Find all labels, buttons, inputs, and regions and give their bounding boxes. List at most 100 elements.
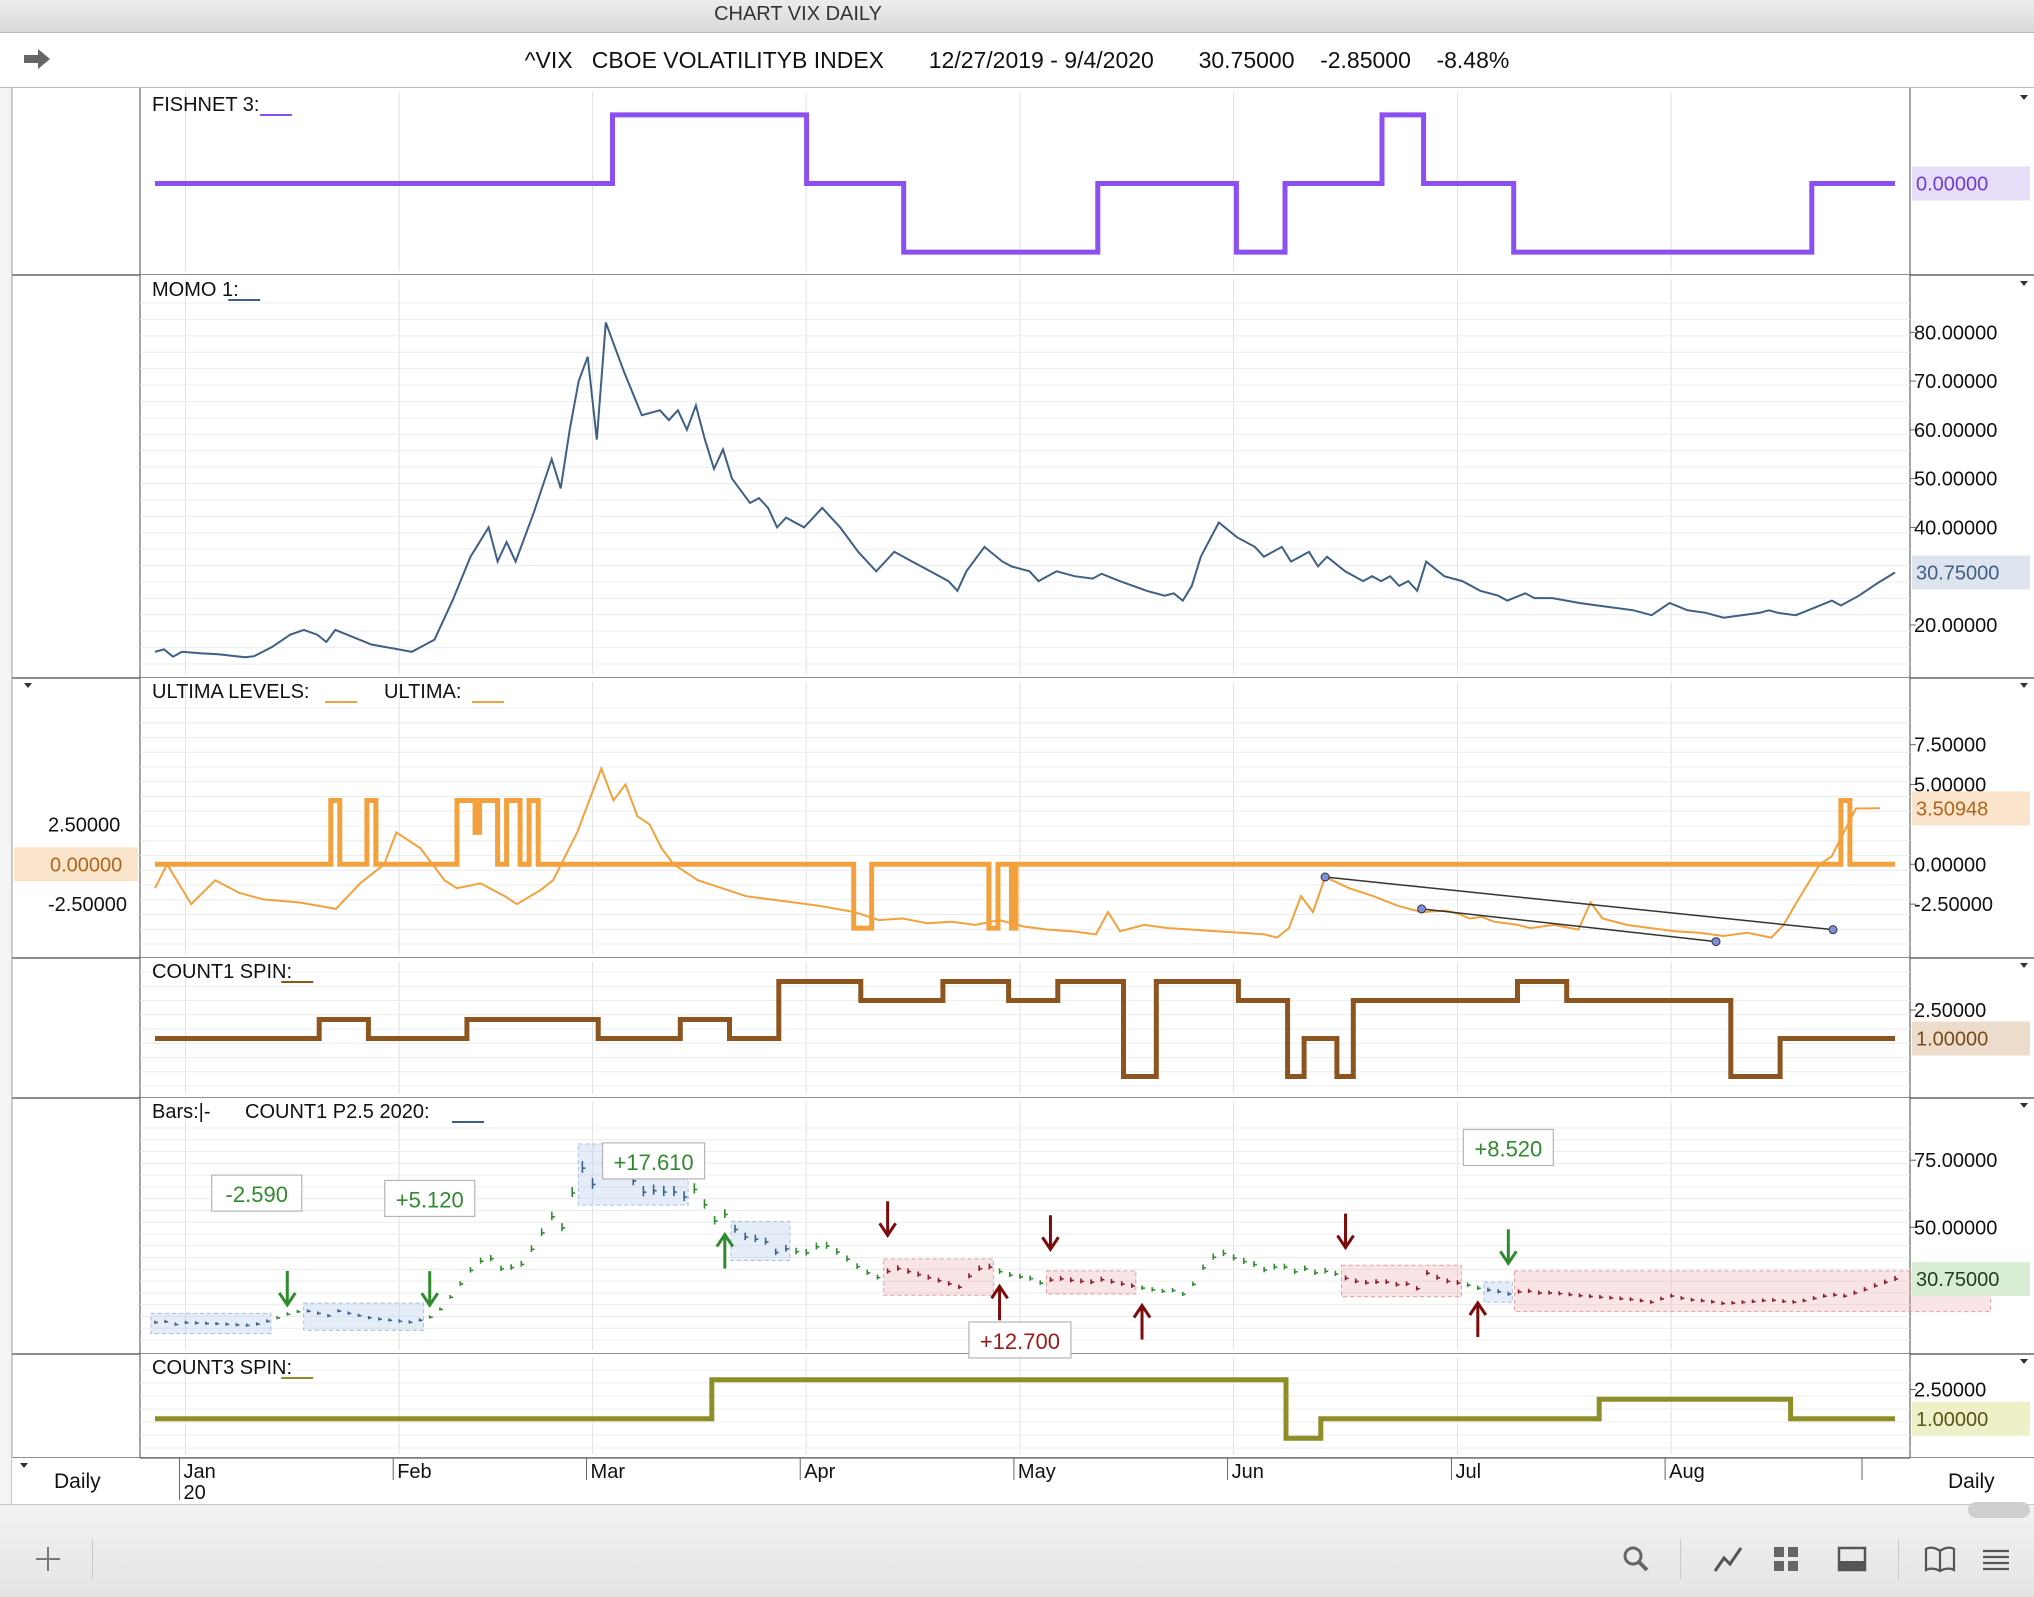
symbol-name: CBOE VOLATILITYB INDEX [591,47,884,73]
x-tick-label-jul: Jul [1455,1461,1481,1483]
timeframe-left: Daily [54,1470,101,1493]
momo-last-value-box [1912,555,2030,590]
annotation-box [601,1142,706,1180]
annotation-label: -2.590 [226,1182,288,1207]
chart-style-button[interactable] [1710,1541,1746,1577]
chart-area[interactable]: FISHNET 3: 0.00000 MOMO 1: 80.00000 70.00000… [0,88,2034,1504]
horizontal-scrollbar[interactable] [1968,1502,2030,1518]
titlebar-fill [1596,0,2034,33]
dropdown-caret-icon[interactable] [2020,1359,2028,1364]
bars-y-tick-label: 50.00000 [1914,1217,1997,1239]
dropdown-caret-icon[interactable] [2020,963,2028,968]
down-arrow-icon [1499,1229,1518,1267]
ultima-y-tick-label: -2.50000 [1914,894,1993,916]
add-button[interactable] [30,1541,66,1577]
down-arrow-icon [1041,1215,1060,1252]
toolbar-separator [1898,1539,1899,1579]
annotation-box [1462,1128,1554,1167]
momo-title: MOMO 1: [152,279,239,301]
arrow-head [1041,1236,1060,1252]
arrow-head [1336,1234,1355,1251]
up-arrow-icon [1132,1302,1152,1340]
last-price: 30.75000 [1198,47,1295,73]
count3-spin-y-tick-label: 2.50000 [1914,1380,1986,1402]
panel-icon [1837,1546,1867,1572]
ultima-y-tick-label: 7.50000 [1914,735,1986,757]
trend-line-handle [1828,925,1838,935]
count3-spin-last-value: 1.00000 [1916,1409,1988,1431]
down-arrow-icon [420,1271,439,1308]
book-button[interactable] [1922,1541,1958,1577]
panel-background [140,678,1910,958]
forward-arrow-icon[interactable] [22,47,52,71]
x-tick-label-may: May [1018,1461,1056,1483]
horizontal-grid [140,302,1910,665]
grid-icon [1774,1547,1798,1571]
dropdown-caret-icon[interactable] [24,683,32,688]
x-tick-label-aug: Aug [1669,1461,1705,1483]
chart-header: ^VIX CBOE VOLATILITYB INDEX 12/27/2019 -… [0,33,2034,88]
count3-spin-last-value-box [1912,1401,2030,1436]
trend-line-handle [1320,872,1330,882]
arrow-head [715,1231,735,1248]
symbol-info: ^VIX CBOE VOLATILITYB INDEX 12/27/2019 -… [0,47,2034,74]
signal-region [883,1258,994,1296]
ultima-title: ULTIMA: [384,681,461,703]
dropdown-caret-icon[interactable] [2020,683,2028,688]
bottom-toolbar [0,1504,2034,1597]
annotation-label: +12.700 [980,1329,1060,1354]
vertical-grid [185,1102,1672,1350]
vertical-grid [185,279,1672,674]
ultima-left-value: 0.00000 [50,854,122,876]
count1-spin-line [155,979,1895,1079]
annotation-label: +8.520 [1474,1136,1542,1161]
bars-y-tick-label: 75.00000 [1914,1150,1997,1172]
down-arrow-icon [278,1270,297,1308]
panel-layout-button[interactable] [1834,1541,1870,1577]
fishnet-title: FISHNET 3: [152,94,259,116]
down-arrow-icon [878,1201,897,1239]
menu-button[interactable] [1978,1541,2014,1577]
x-tick-label-apr: Apr [804,1461,835,1483]
dropdown-caret-icon[interactable] [2020,1103,2028,1108]
annotation-box [211,1174,303,1212]
timeframe-right: Daily [1948,1470,1995,1493]
x-tick-label-feb: Feb [397,1461,431,1483]
signal-region [1514,1270,1992,1313]
fishnet-last-value-box [1912,166,2030,201]
momo-y-tick-label: 60.00000 [1914,420,1997,442]
price-change: -2.85000 [1320,47,1411,73]
arrow-head [1468,1300,1488,1316]
annotation-label: +17.610 [614,1150,694,1175]
momo-y-tick-label: 40.00000 [1914,517,1997,539]
arrow-head [1499,1250,1518,1267]
momo-last-value: 30.75000 [1916,563,1999,585]
toolbar-separator [1680,1539,1681,1579]
ultima-last-value-box [1912,791,2030,826]
search-button[interactable] [1618,1541,1654,1577]
signal-region [303,1302,425,1331]
bars-last-value-box [1912,1261,2030,1296]
dropdown-caret-icon[interactable] [2020,281,2028,286]
dropdown-caret-icon[interactable] [20,1463,28,1468]
trend-line [1325,876,1834,931]
count1-spin-last-value-box [1912,1021,2030,1056]
x-tick-label-jan: Jan [184,1461,216,1483]
dropdown-caret-icon[interactable] [2020,95,2028,100]
percent-change: -8.48% [1436,47,1510,73]
x-tick-label-mar: Mar [591,1461,626,1483]
count1-spin-y-tick-label: 2.50000 [1914,1000,1986,1022]
search-icon [1623,1546,1649,1572]
ultima-line [154,765,1881,939]
arrow-head [420,1292,439,1308]
plus-icon [36,1547,60,1571]
x-year-label: 20 [184,1482,206,1504]
grid-layout-button[interactable] [1768,1541,1804,1577]
up-arrow-icon [990,1283,1009,1321]
horizontal-grid [140,1369,1910,1449]
book-icon [1924,1546,1956,1573]
annotation-box [384,1179,476,1218]
panel-background [140,958,1910,1098]
fishnet-last-value: 0.00000 [1916,174,1988,196]
trend-line-handle [1417,904,1427,914]
